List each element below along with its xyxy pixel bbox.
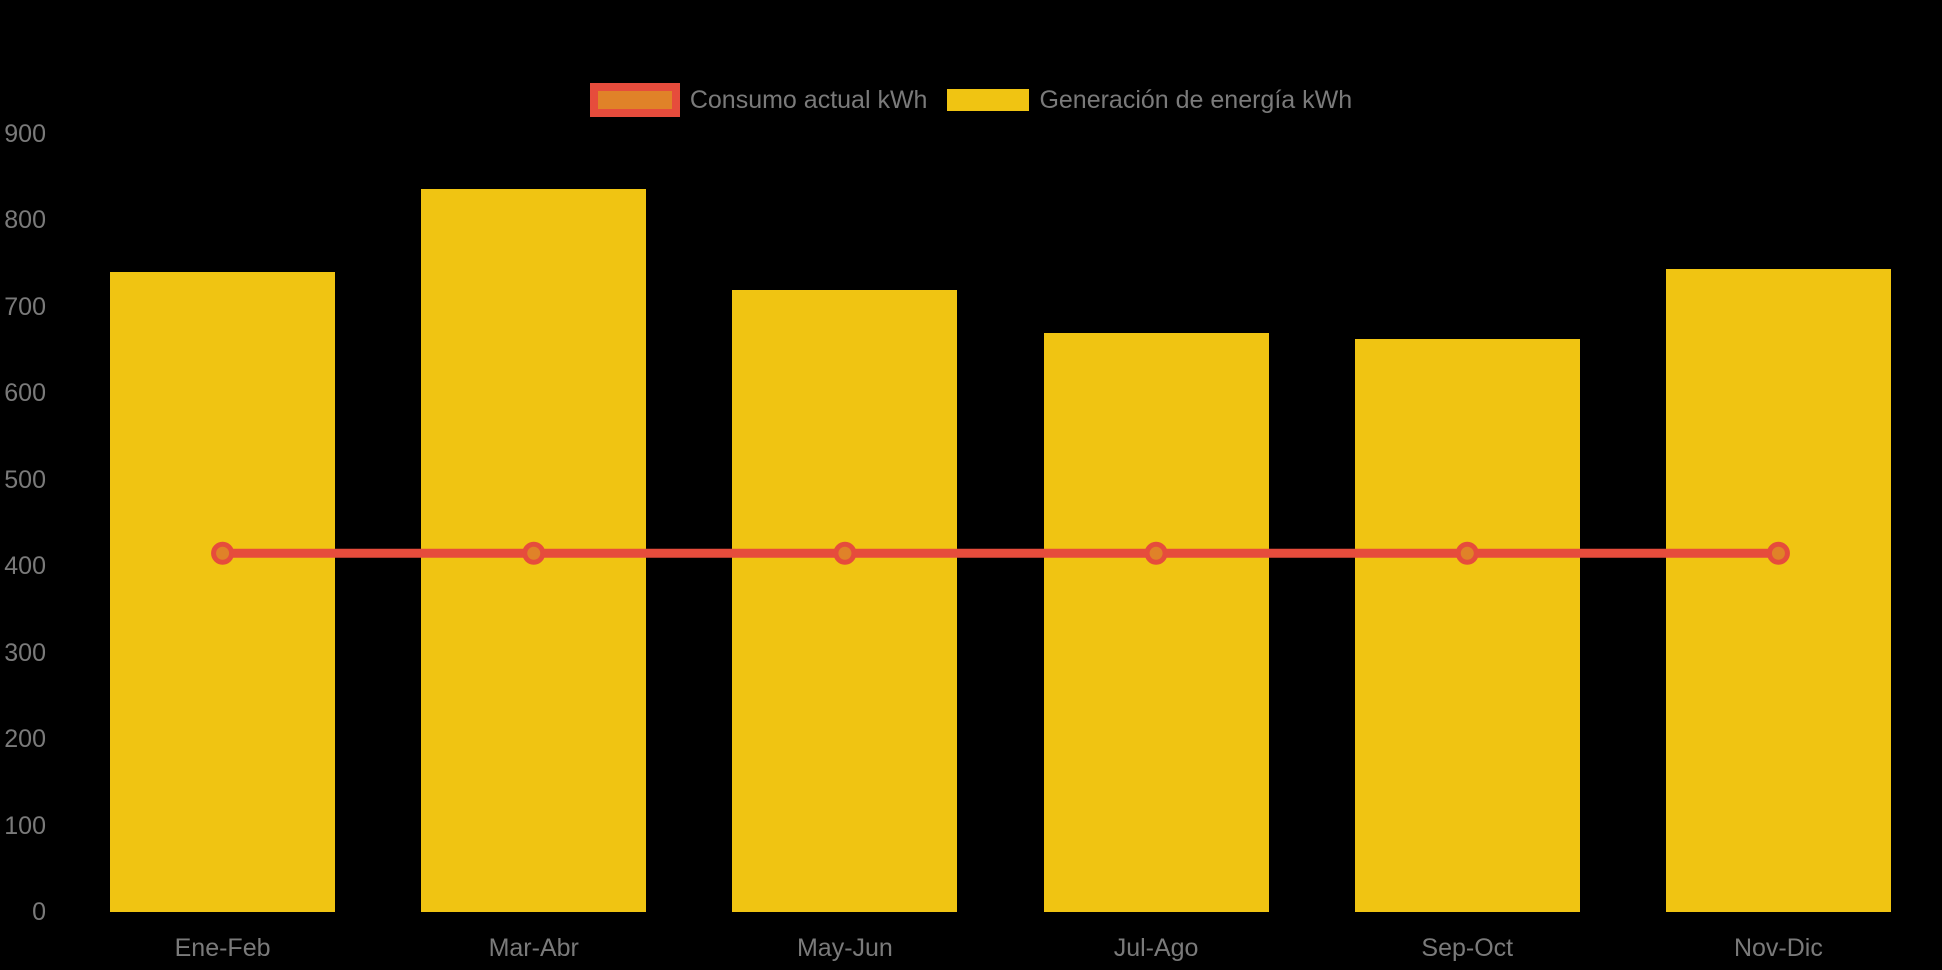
bar-jul-ago[interactable] <box>1043 332 1269 912</box>
legend-item-consumo[interactable]: Consumo actual kWh <box>589 83 928 117</box>
y-axis-tick-label: 200 <box>4 725 46 754</box>
y-axis-tick-label: 900 <box>4 120 46 148</box>
y-axis-tick-label: 100 <box>4 811 46 840</box>
y-axis-tick-label: 500 <box>4 465 46 494</box>
consumo-line-marker[interactable] <box>1144 541 1168 565</box>
consumo-line-marker[interactable] <box>1455 541 1479 565</box>
x-axis-tick-label: May-Jun <box>796 934 893 962</box>
bar-ene-feb[interactable] <box>110 272 336 912</box>
y-axis-tick-label: 700 <box>4 292 46 321</box>
legend-swatch-generacion <box>947 89 1030 111</box>
legend-label-generacion: Generación de energía kWh <box>1039 85 1353 114</box>
legend-item-generacion[interactable]: Generación de energía kWh <box>947 86 1352 115</box>
y-axis-tick-label: 600 <box>4 379 46 408</box>
x-axis-tick-label: Jul-Ago <box>1113 934 1199 962</box>
y-axis-tick-label: 400 <box>4 552 46 581</box>
consumo-line-marker[interactable] <box>833 541 857 565</box>
x-axis-tick-label: Sep-Oct <box>1421 934 1514 962</box>
x-axis-tick-label: Nov-Dic <box>1733 934 1823 962</box>
bar-sep-oct[interactable] <box>1354 338 1580 912</box>
bar-may-jun[interactable] <box>732 289 958 912</box>
y-axis-tick-label: 300 <box>4 638 46 667</box>
y-axis-tick-label: 800 <box>4 206 46 235</box>
consumo-line-marker[interactable] <box>1766 541 1790 565</box>
consumo-line-marker[interactable] <box>522 541 546 565</box>
legend-swatch-consumo <box>589 83 680 117</box>
bar-nov-dic[interactable] <box>1665 268 1891 912</box>
chart-legend: Consumo actual kWh Generación de energía… <box>0 83 1942 117</box>
consumo-line-marker[interactable] <box>211 541 235 565</box>
x-axis-tick-label: Ene-Feb <box>174 934 271 962</box>
x-axis-tick-label: Mar-Abr <box>488 934 579 962</box>
legend-label-consumo: Consumo actual kWh <box>689 85 928 114</box>
y-axis-tick-label: 0 <box>32 898 46 926</box>
